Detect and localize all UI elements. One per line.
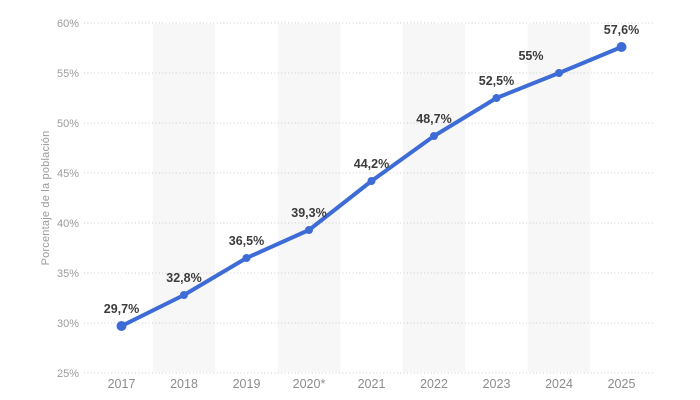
- y-tick-label: 35%: [57, 268, 79, 280]
- data-point[interactable]: [492, 94, 501, 102]
- column-band: [277, 24, 341, 372]
- column-band: [402, 24, 466, 372]
- y-tick-label: 55%: [57, 68, 79, 80]
- y-tick-label: 60%: [57, 18, 79, 30]
- column-band: [152, 24, 216, 372]
- data-point-label: 44,2%: [354, 157, 389, 171]
- x-tick-label: 2023: [483, 377, 511, 391]
- data-point-label: 55%: [518, 49, 543, 63]
- x-tick-label: 2024: [545, 377, 573, 391]
- x-tick-label: 2021: [358, 377, 386, 391]
- data-point[interactable]: [430, 132, 438, 140]
- x-tick-label: 2020*: [293, 377, 326, 391]
- y-tick-label: 40%: [57, 218, 79, 230]
- y-tick-label: 50%: [57, 118, 79, 130]
- y-tick-label: 25%: [57, 368, 79, 380]
- data-point[interactable]: [305, 226, 313, 234]
- data-point-label: 52,5%: [479, 74, 514, 88]
- data-point-label: 57,6%: [604, 23, 639, 37]
- data-point[interactable]: [180, 291, 188, 299]
- x-tick-label: 2025: [608, 377, 636, 391]
- data-point-label: 32,8%: [166, 271, 201, 285]
- data-point[interactable]: [116, 321, 127, 331]
- x-tick-label: 2017: [108, 377, 136, 391]
- data-point[interactable]: [616, 42, 627, 52]
- data-point-label: 29,7%: [104, 302, 139, 316]
- x-tick-label: 2022: [420, 377, 448, 391]
- data-point[interactable]: [242, 254, 251, 262]
- data-point[interactable]: [367, 177, 376, 185]
- x-tick-label: 2019: [233, 377, 261, 391]
- x-tick-label: 2018: [170, 377, 198, 391]
- y-tick-label: 30%: [57, 318, 79, 330]
- y-axis-title: Porcentaje de la población: [40, 130, 52, 266]
- data-point-label: 39,3%: [291, 206, 326, 220]
- data-point-label: 48,7%: [416, 112, 451, 126]
- y-tick-label: 45%: [57, 168, 79, 180]
- data-point-label: 36,5%: [229, 234, 264, 248]
- data-point[interactable]: [555, 69, 563, 77]
